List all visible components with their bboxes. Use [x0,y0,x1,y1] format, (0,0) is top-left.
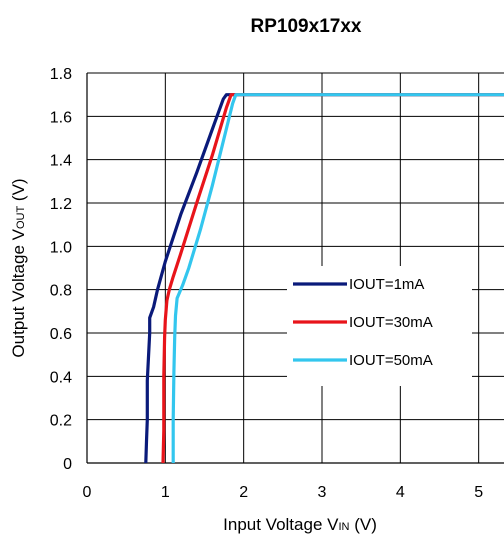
x-tick-label: 3 [318,484,327,501]
x-tick-label: 0 [83,484,92,501]
y-tick-label: 1.2 [50,196,72,213]
x-axis-label: Input Voltage VIN (V) [223,515,377,534]
legend-label: IOUT=1mA [349,276,424,293]
series-lines [144,93,504,464]
y-tick-label: 0.6 [50,326,72,343]
y-tick-label: 0.2 [50,413,72,430]
y-tick-label: 0 [63,456,72,473]
y-tick-label: 1.4 [50,153,72,170]
y-tick-label: 1.0 [50,239,72,256]
grid-lines [86,72,504,464]
series-line [144,93,504,464]
legend-box [287,266,472,386]
y-tick-label: 0.4 [50,369,72,386]
y-tick-label: 1.8 [50,66,72,83]
y-tick-label: 1.6 [50,109,72,126]
y-tick-labels: 0 0.2 0.4 0.6 0.8 1.0 1.2 1.4 1.6 1.8 [50,66,72,473]
x-tick-label: 1 [161,484,170,501]
legend-label: IOUT=50mA [349,352,433,369]
series-line [161,93,504,464]
x-tick-label: 2 [239,484,248,501]
chart-title: RP109x17xx [251,16,362,37]
legend: IOUT=1mA IOUT=30mA IOUT=50mA [287,266,472,386]
x-tick-label: 5 [474,484,483,501]
x-tick-label: 4 [396,484,405,501]
x-tick-labels: 0 1 2 3 4 5 [83,484,484,501]
series-line [171,93,504,463]
y-axis-label: Output Voltage VOUT (V) [9,178,28,357]
legend-label: IOUT=30mA [349,314,433,331]
y-tick-label: 0.8 [50,283,72,300]
